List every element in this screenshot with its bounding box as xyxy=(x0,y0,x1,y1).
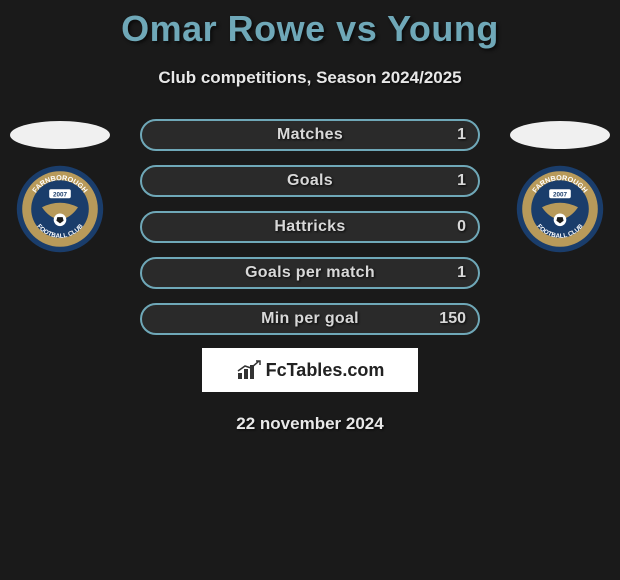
stat-label: Goals xyxy=(287,172,333,190)
logo-text: FcTables.com xyxy=(266,360,385,381)
stat-pill-matches: Matches 1 xyxy=(140,119,480,151)
stat-value: 1 xyxy=(457,126,466,144)
stat-label: Min per goal xyxy=(261,310,359,328)
stat-row: Min per goal 150 xyxy=(10,302,610,336)
page-title: Omar Rowe vs Young xyxy=(0,0,620,50)
stat-label: Hattricks xyxy=(274,218,345,236)
fctables-logo: FcTables.com xyxy=(202,348,418,392)
stat-value: 150 xyxy=(439,310,466,328)
stat-label: Goals per match xyxy=(245,264,375,282)
stat-row: Hattricks 0 xyxy=(10,210,610,244)
subtitle: Club competitions, Season 2024/2025 xyxy=(0,68,620,88)
date-text: 22 november 2024 xyxy=(0,414,620,434)
stat-pill-goals-per-match: Goals per match 1 xyxy=(140,257,480,289)
chart-icon xyxy=(236,359,262,381)
stat-label: Matches xyxy=(277,126,343,144)
stat-value: 1 xyxy=(457,172,466,190)
stat-row: Matches 1 xyxy=(10,118,610,152)
stat-row: Goals 1 xyxy=(10,164,610,198)
stat-pill-min-per-goal: Min per goal 150 xyxy=(140,303,480,335)
stat-row: Goals per match 1 xyxy=(10,256,610,290)
stat-pill-hattricks: Hattricks 0 xyxy=(140,211,480,243)
stats-container: FARNBOROUGH FOOTBALL CLUB 2007 FARNBOROU… xyxy=(0,118,620,336)
stat-pill-goals: Goals 1 xyxy=(140,165,480,197)
stat-value: 0 xyxy=(457,218,466,236)
stat-value: 1 xyxy=(457,264,466,282)
